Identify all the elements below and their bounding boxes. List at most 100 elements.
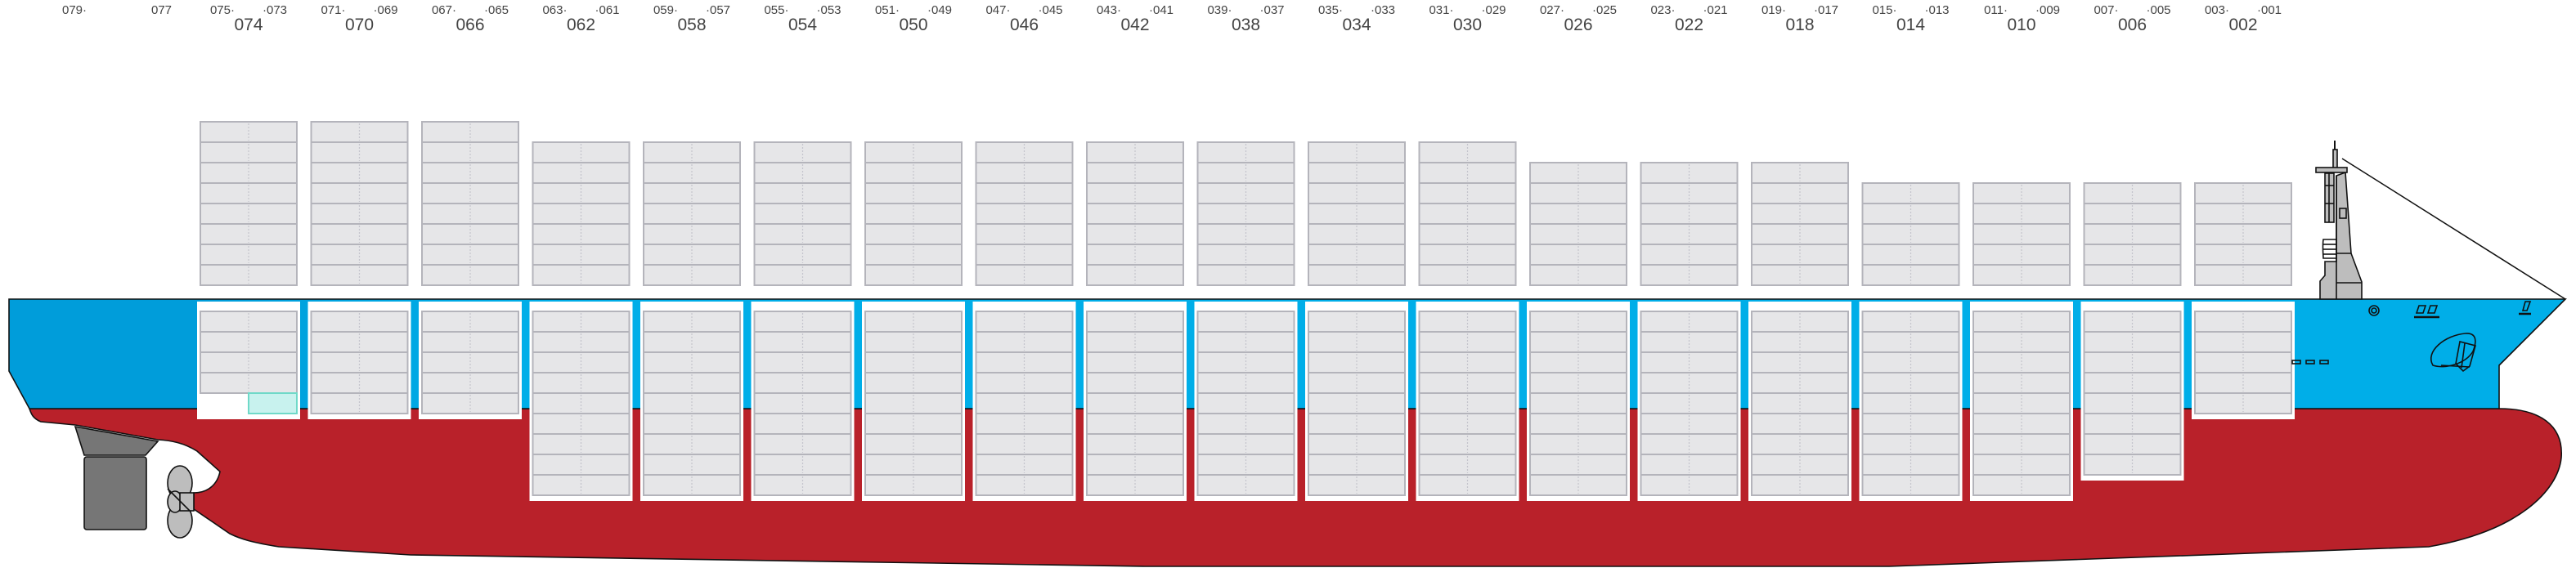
container-on-deck[interactable] — [864, 182, 963, 204]
container-in-hold[interactable] — [643, 331, 741, 353]
container-in-hold[interactable] — [1086, 331, 1184, 353]
container-on-deck[interactable] — [532, 264, 631, 286]
container-in-hold[interactable] — [1196, 311, 1295, 333]
container-on-deck[interactable] — [2194, 244, 2292, 266]
container-in-hold[interactable] — [2083, 433, 2182, 455]
container-on-deck[interactable] — [2194, 264, 2292, 286]
container-in-hold[interactable] — [421, 351, 519, 373]
container-in-hold[interactable] — [1196, 392, 1295, 414]
container-in-hold[interactable] — [753, 331, 852, 353]
container-in-hold[interactable] — [753, 413, 852, 435]
container-on-deck[interactable] — [864, 264, 963, 286]
container-in-hold[interactable] — [1529, 311, 1627, 333]
container-on-deck[interactable] — [310, 141, 409, 163]
container-on-deck[interactable] — [1418, 203, 1517, 225]
container-in-hold[interactable] — [1640, 413, 1739, 435]
container-in-hold[interactable] — [1086, 474, 1184, 496]
container-on-deck[interactable] — [643, 264, 741, 286]
container-in-hold[interactable] — [1861, 351, 1960, 373]
container-in-hold[interactable] — [1640, 433, 1739, 455]
container-on-deck[interactable] — [1196, 244, 1295, 266]
container-on-deck[interactable] — [1418, 244, 1517, 266]
container-in-hold[interactable] — [1196, 474, 1295, 496]
container-in-hold[interactable] — [1196, 454, 1295, 476]
container-on-deck[interactable] — [1529, 264, 1627, 286]
container-on-deck[interactable] — [864, 203, 963, 225]
container-in-hold[interactable] — [1861, 433, 1960, 455]
container-on-deck[interactable] — [1751, 244, 1849, 266]
container-on-deck[interactable] — [200, 244, 298, 266]
container-in-hold[interactable] — [310, 351, 409, 373]
container-on-deck[interactable] — [200, 264, 298, 286]
container-on-deck[interactable] — [753, 203, 852, 225]
container-in-hold[interactable] — [1086, 454, 1184, 476]
container-in-hold[interactable] — [753, 372, 852, 394]
container-on-deck[interactable] — [1308, 264, 1406, 286]
container-in-hold[interactable] — [1196, 351, 1295, 373]
container-in-hold[interactable] — [310, 372, 409, 394]
container-on-deck[interactable] — [1529, 223, 1627, 245]
container-on-deck[interactable] — [864, 223, 963, 245]
container-in-hold[interactable] — [1751, 331, 1849, 353]
container-on-deck[interactable] — [864, 244, 963, 266]
container-in-hold[interactable] — [1418, 351, 1517, 373]
container-on-deck[interactable] — [1418, 141, 1517, 163]
container-in-hold[interactable] — [1640, 311, 1739, 333]
container-in-hold[interactable] — [310, 392, 409, 414]
container-on-deck[interactable] — [1751, 223, 1849, 245]
container-in-hold[interactable] — [2083, 372, 2182, 394]
container-on-deck[interactable] — [1972, 264, 2071, 286]
container-on-deck[interactable] — [753, 244, 852, 266]
container-on-deck[interactable] — [643, 141, 741, 163]
container-in-hold[interactable] — [1086, 351, 1184, 373]
container-in-hold[interactable] — [1308, 351, 1406, 373]
container-in-hold[interactable] — [2083, 454, 2182, 476]
container-in-hold[interactable] — [421, 311, 519, 333]
container-on-deck[interactable] — [1640, 162, 1739, 184]
container-on-deck[interactable] — [1086, 264, 1184, 286]
container-in-hold[interactable] — [1529, 454, 1627, 476]
container-in-hold[interactable] — [1972, 454, 2071, 476]
container-in-hold[interactable] — [1751, 372, 1849, 394]
container-in-hold[interactable] — [753, 351, 852, 373]
container-on-deck[interactable] — [310, 244, 409, 266]
container-in-hold[interactable] — [1308, 413, 1406, 435]
container-in-hold[interactable] — [1308, 392, 1406, 414]
container-on-deck[interactable] — [975, 182, 1074, 204]
container-in-hold[interactable] — [975, 433, 1074, 455]
container-in-hold[interactable] — [1418, 413, 1517, 435]
container-in-hold[interactable] — [864, 372, 963, 394]
container-in-hold[interactable] — [1751, 433, 1849, 455]
container-in-hold[interactable] — [864, 474, 963, 496]
container-in-hold[interactable] — [1529, 413, 1627, 435]
container-on-deck[interactable] — [975, 264, 1074, 286]
container-on-deck[interactable] — [1308, 244, 1406, 266]
container-in-hold[interactable] — [1418, 331, 1517, 353]
container-in-hold[interactable] — [2194, 392, 2292, 414]
container-on-deck[interactable] — [753, 141, 852, 163]
container-on-deck[interactable] — [643, 203, 741, 225]
container-in-hold[interactable] — [2083, 392, 2182, 414]
container-on-deck[interactable] — [2083, 203, 2182, 225]
container-on-deck[interactable] — [1861, 264, 1960, 286]
container-in-hold[interactable] — [643, 433, 741, 455]
container-on-deck[interactable] — [753, 223, 852, 245]
container-in-hold[interactable] — [1640, 351, 1739, 373]
container-in-hold[interactable] — [1308, 331, 1406, 353]
container-in-hold[interactable] — [421, 372, 519, 394]
container-on-deck[interactable] — [1972, 203, 2071, 225]
container-on-deck[interactable] — [643, 162, 741, 184]
container-on-deck[interactable] — [1418, 162, 1517, 184]
container-on-deck[interactable] — [1196, 223, 1295, 245]
container-on-deck[interactable] — [200, 223, 298, 245]
container-in-hold[interactable] — [532, 433, 631, 455]
container-in-hold[interactable] — [975, 351, 1074, 373]
container-in-hold[interactable] — [1972, 413, 2071, 435]
container-in-hold[interactable] — [532, 311, 631, 333]
container-on-deck[interactable] — [643, 223, 741, 245]
container-on-deck[interactable] — [2083, 182, 2182, 204]
container-in-hold[interactable] — [532, 372, 631, 394]
container-in-hold[interactable] — [1196, 331, 1295, 353]
container-in-hold[interactable] — [1418, 311, 1517, 333]
container-in-hold[interactable] — [2194, 351, 2292, 373]
